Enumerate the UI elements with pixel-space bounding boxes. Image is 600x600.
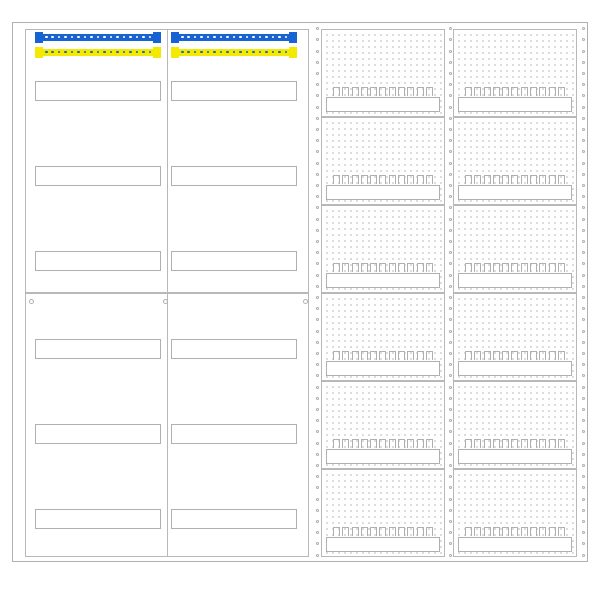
module-slot	[171, 166, 297, 186]
busbar-rail-yellow	[171, 47, 297, 58]
busbar-rail-blue	[171, 32, 297, 43]
mount-hole	[163, 299, 168, 304]
module-slot	[458, 273, 572, 288]
enclosure-frame	[12, 22, 588, 562]
module-slot	[458, 185, 572, 200]
terminal-row	[333, 175, 433, 184]
perforation-column	[312, 23, 322, 561]
terminal-row	[333, 263, 433, 272]
module-slot	[35, 509, 161, 529]
module-slot	[171, 424, 297, 444]
module-slot	[458, 449, 572, 464]
terminal-row	[465, 351, 565, 360]
module-slot	[35, 166, 161, 186]
module-slot	[326, 185, 440, 200]
module-slot	[171, 339, 297, 359]
terminal-row	[333, 439, 433, 448]
module-slot	[326, 449, 440, 464]
module-slot	[458, 361, 572, 376]
mount-hole	[29, 299, 34, 304]
module-slot	[171, 251, 297, 271]
module-slot	[458, 97, 572, 112]
module-slot	[326, 273, 440, 288]
busbar-rail-yellow	[35, 47, 161, 58]
perforation-column	[578, 23, 588, 561]
terminal-row	[465, 87, 565, 96]
module-slot	[35, 424, 161, 444]
terminal-row	[465, 527, 565, 536]
left-divider-top	[167, 29, 168, 293]
module-slot	[35, 339, 161, 359]
left-divider-bottom	[167, 293, 168, 557]
module-slot	[171, 509, 297, 529]
terminal-row	[333, 351, 433, 360]
module-slot	[171, 81, 297, 101]
module-slot	[458, 537, 572, 552]
terminal-row	[465, 439, 565, 448]
module-slot	[326, 361, 440, 376]
terminal-row	[333, 87, 433, 96]
module-slot	[35, 251, 161, 271]
module-slot	[326, 97, 440, 112]
module-slot	[35, 81, 161, 101]
terminal-row	[465, 175, 565, 184]
perforation-column	[445, 23, 455, 561]
terminal-row	[333, 527, 433, 536]
busbar-rail-blue	[35, 32, 161, 43]
terminal-row	[465, 263, 565, 272]
mount-hole	[303, 299, 308, 304]
module-slot	[326, 537, 440, 552]
